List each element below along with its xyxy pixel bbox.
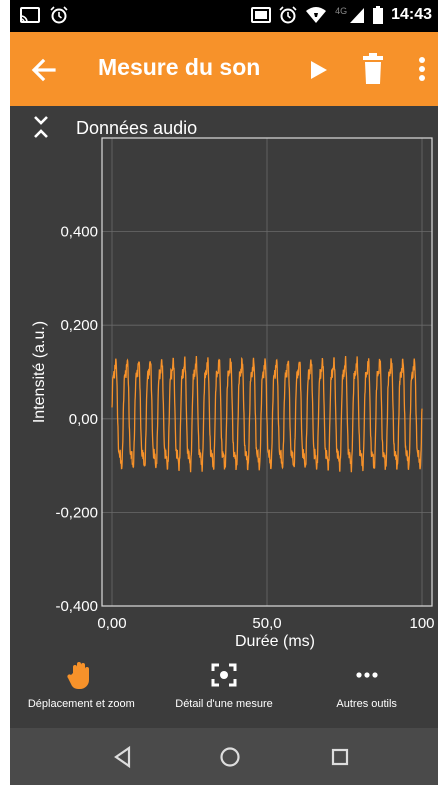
navigation-bar: [10, 728, 438, 785]
x-tick-label: 50,0: [252, 615, 281, 632]
focus-icon: [211, 663, 237, 687]
network-type: 4G: [335, 6, 348, 16]
tool-other-label: Autres outils: [336, 698, 397, 710]
collapse-icon[interactable]: [30, 114, 52, 140]
hand-icon: [67, 662, 90, 689]
tool-pan-zoom-label: Déplacement et zoom: [27, 698, 135, 710]
x-axis-label: Durée (ms): [235, 633, 315, 650]
x-tick-label: 0,00: [97, 615, 126, 632]
cast-icon: [251, 7, 272, 23]
plot-frame: [101, 137, 433, 607]
tool-other[interactable]: Autres outils: [295, 652, 438, 728]
recents-square-icon[interactable]: [325, 742, 355, 772]
status-time: 14:43: [391, 6, 432, 23]
y-tick-label: -0,400: [55, 598, 98, 615]
tool-measure-detail-label: Détail d'une mesure: [175, 698, 273, 710]
audio-waveform-line: [111, 355, 423, 473]
tool-bar: Déplacement et zoom Détail d'une mesure …: [10, 652, 438, 728]
chart-ticks: 0,00 50,0 100 -0,400 -0,200 0,00 0,200 0,400: [55, 224, 434, 632]
status-bar: 4G 14:43: [10, 0, 438, 32]
y-tick-label: -0,200: [55, 504, 98, 521]
battery-icon: [373, 6, 384, 24]
arrow-back-icon[interactable]: [26, 52, 62, 88]
app-bar: Mesure du son: [10, 32, 438, 106]
y-tick-label: 0,200: [60, 317, 98, 334]
wifi-icon: [306, 7, 327, 23]
tool-pan-zoom[interactable]: Déplacement et zoom: [10, 652, 153, 728]
page-title: Mesure du son: [98, 54, 261, 80]
more-vert-icon[interactable]: [412, 52, 432, 86]
cast-icon: [20, 7, 40, 23]
graph-title: Données audio: [76, 118, 198, 138]
tool-measure-detail[interactable]: Détail d'une mesure: [153, 652, 296, 728]
play-icon[interactable]: [302, 54, 334, 86]
signal-icon: [350, 8, 365, 23]
more-horiz-icon: [356, 672, 378, 678]
x-tick-label: 100: [409, 615, 434, 632]
app-screen: 4G 14:43 Mesure du son: [10, 0, 438, 785]
y-tick-label: 0,00: [69, 411, 98, 428]
y-axis-label: Intensité (a.u.): [31, 321, 48, 423]
trash-icon[interactable]: [358, 52, 388, 86]
audio-chart[interactable]: 0,00 50,0 100 -0,400 -0,200 0,00 0,200 0,400 Du…: [10, 130, 438, 660]
home-circle-icon[interactable]: [215, 742, 245, 772]
y-tick-label: 0,400: [60, 224, 98, 241]
alarm-icon: [279, 6, 297, 24]
back-triangle-icon[interactable]: [108, 742, 138, 772]
alarm-icon: [50, 6, 68, 24]
